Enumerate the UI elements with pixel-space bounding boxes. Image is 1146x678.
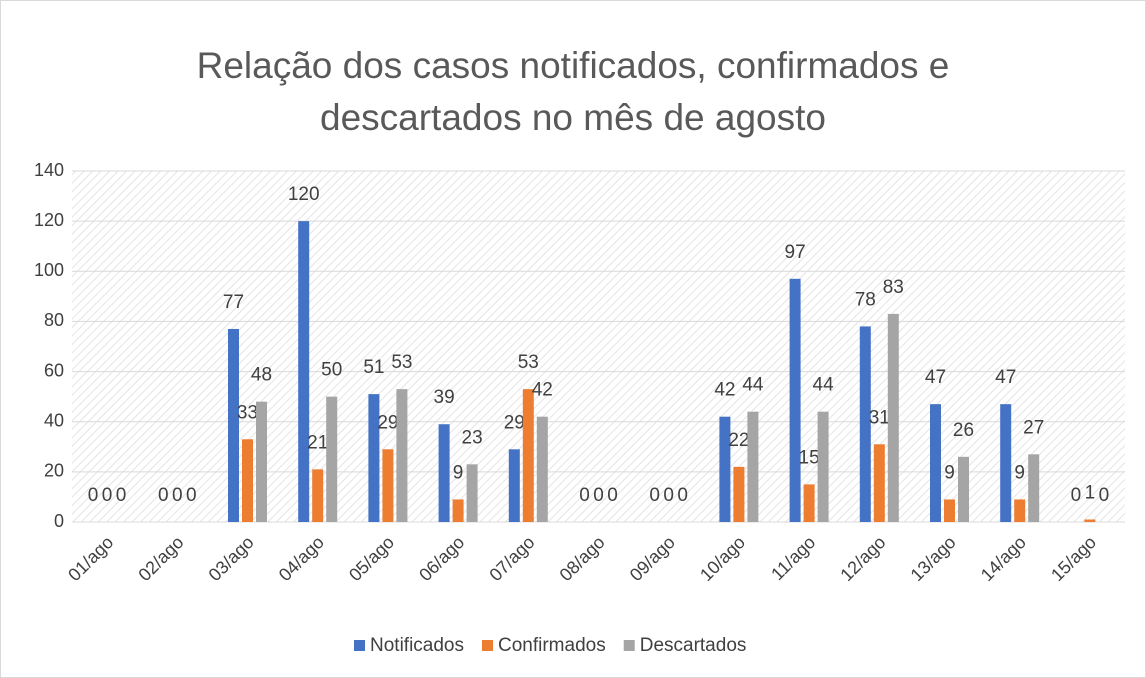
bar (859, 326, 871, 522)
y-tick-label: 20 (44, 461, 64, 481)
bar (228, 328, 239, 522)
bar (1014, 499, 1026, 522)
y-tick-label: 80 (44, 310, 64, 330)
y-tick-label: 60 (44, 360, 64, 380)
data-label: 26 (953, 420, 974, 441)
bar (944, 499, 955, 522)
data-label: 50 (321, 360, 342, 381)
data-label: 0 (663, 485, 674, 506)
bar (452, 499, 464, 522)
bar (438, 424, 450, 522)
data-label: 78 (855, 289, 876, 310)
data-label: 39 (434, 387, 455, 408)
data-label: 29 (504, 412, 525, 433)
data-label: 22 (728, 430, 749, 451)
data-label: 120 (288, 184, 320, 205)
data-label: 0 (579, 485, 590, 506)
data-label: 29 (377, 412, 398, 433)
data-label: 42 (714, 380, 735, 401)
bar (733, 466, 745, 522)
data-label: 0 (88, 485, 99, 506)
bar (368, 394, 380, 522)
data-label: 44 (742, 375, 764, 396)
data-label: 0 (607, 485, 618, 506)
y-tick-label: 0 (54, 511, 64, 531)
bar (256, 401, 267, 522)
bar (522, 389, 534, 522)
data-label: 83 (883, 277, 904, 298)
bar (242, 439, 253, 522)
bar (326, 396, 338, 522)
data-label: 31 (869, 407, 890, 428)
data-label: 15 (799, 447, 820, 468)
data-label: 0 (186, 485, 197, 506)
data-label: 0 (677, 485, 688, 506)
bar (958, 456, 969, 522)
legend-label: Notificados (370, 635, 464, 656)
data-label: 51 (363, 357, 384, 378)
bar (1028, 454, 1040, 522)
bar (508, 449, 520, 522)
y-tick-label: 140 (34, 160, 64, 180)
data-label: 0 (649, 485, 660, 506)
data-label: 0 (158, 485, 169, 506)
data-label: 47 (925, 367, 946, 388)
legend-label: Confirmados (498, 635, 606, 656)
data-label: 53 (391, 352, 412, 373)
bar (1084, 519, 1096, 522)
bar (466, 464, 478, 522)
bar (382, 449, 394, 522)
chart-title: Relação dos casos notificados, confirmad… (196, 45, 950, 138)
legend-swatch (623, 640, 635, 651)
data-label: 21 (307, 432, 328, 453)
bar (396, 389, 408, 522)
data-label: 27 (1023, 417, 1044, 438)
data-label: 47 (995, 367, 1016, 388)
data-label: 77 (223, 292, 244, 313)
bar (747, 411, 759, 522)
data-label: 53 (518, 352, 539, 373)
y-tick-label: 100 (34, 260, 64, 280)
data-label: 42 (532, 380, 553, 401)
legend-swatch (354, 640, 365, 651)
data-label: 9 (453, 462, 464, 483)
data-label: 0 (102, 485, 113, 506)
data-label: 9 (1014, 462, 1025, 483)
bar (789, 278, 801, 522)
data-label: 23 (462, 427, 483, 448)
data-label: 1 (1085, 483, 1096, 504)
data-label: 0 (1071, 485, 1082, 506)
data-label: 0 (172, 485, 183, 506)
data-label: 44 (813, 375, 835, 396)
bar (536, 416, 548, 522)
bar (719, 416, 731, 522)
bar (887, 313, 899, 522)
y-tick-label: 40 (44, 410, 64, 430)
bar (803, 484, 815, 522)
legend-swatch (482, 640, 493, 651)
data-label: 9 (944, 462, 955, 483)
data-label: 0 (593, 485, 604, 506)
bar (817, 411, 829, 522)
bar (873, 444, 885, 522)
data-label: 48 (251, 365, 272, 386)
bar (1000, 404, 1012, 522)
data-label: 0 (1099, 485, 1110, 506)
y-tick-label: 120 (34, 210, 64, 230)
data-label: 97 (785, 242, 806, 263)
bar (298, 221, 310, 522)
bar (930, 404, 941, 522)
data-label: 0 (116, 485, 127, 506)
legend-label: Descartados (640, 635, 747, 656)
bar (312, 469, 324, 522)
data-label: 33 (237, 402, 258, 423)
